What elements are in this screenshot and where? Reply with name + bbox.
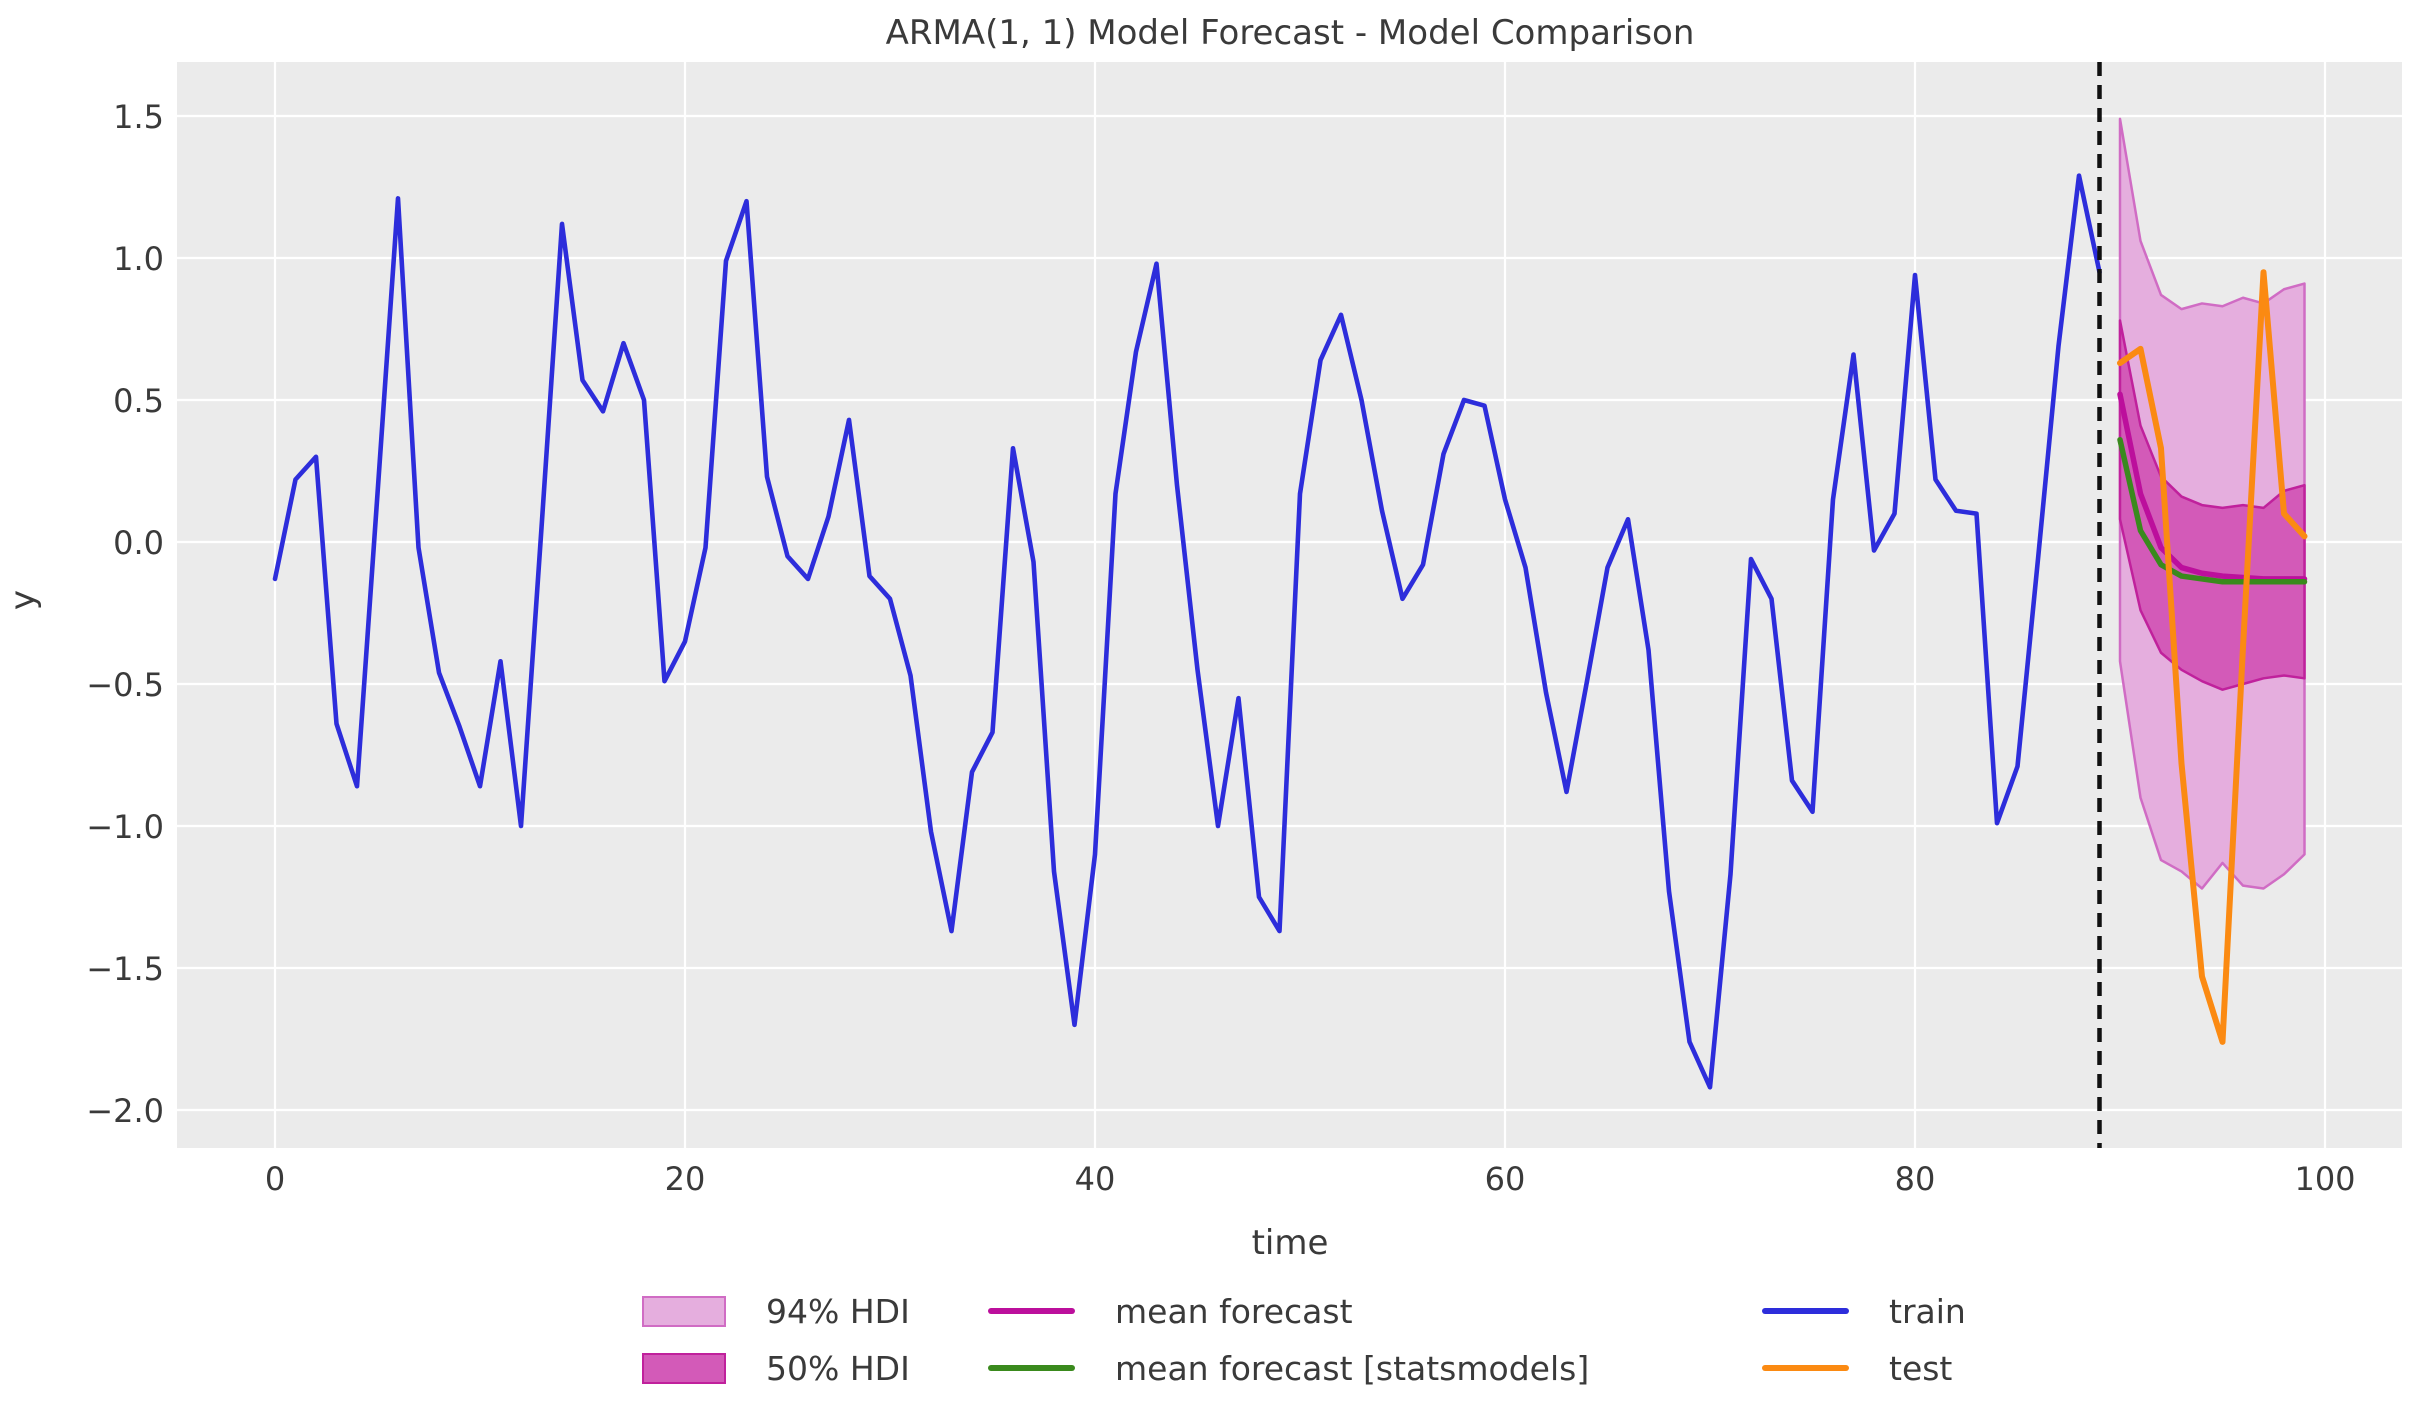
legend-label-train: train xyxy=(1889,1291,1966,1331)
hdi94-swatch xyxy=(642,1295,726,1327)
data-series xyxy=(272,62,2308,1148)
hdi-50-band xyxy=(2118,319,2306,691)
x-axis-label: time xyxy=(1252,1223,1329,1263)
legend-label-94-hdi: 94% HDI xyxy=(766,1291,910,1331)
train-line xyxy=(272,173,2102,1090)
mean-forecast-statsmodels-line xyxy=(2117,437,2308,585)
chart-title: ARMA(1, 1) Model Forecast - Model Compar… xyxy=(886,13,1695,53)
test-line xyxy=(2117,269,2308,1045)
train-swatch xyxy=(1762,1308,1849,1314)
mean-forecast-swatch xyxy=(988,1308,1075,1314)
test-swatch xyxy=(1762,1365,1849,1371)
legend-label-test: test xyxy=(1889,1348,1953,1388)
legend-item-94-hdi: 94% HDI xyxy=(642,1292,988,1331)
legend-label-mean-forecast-statsmodels: mean forecast [statsmodels] xyxy=(1115,1348,1590,1388)
y-tick-label: −2.0 xyxy=(86,1092,164,1130)
y-tick-label: 0.5 xyxy=(113,382,164,420)
plot-area xyxy=(177,62,2402,1148)
legend-item-train: train xyxy=(1762,1292,1966,1331)
y-tick-label: −1.0 xyxy=(86,808,164,846)
y-axis-label: y xyxy=(3,590,43,610)
hdi50-swatch xyxy=(642,1352,726,1384)
x-tick-label: 100 xyxy=(2294,1160,2355,1198)
x-tick-label: 40 xyxy=(1075,1160,1116,1198)
y-tick-label: 0.0 xyxy=(113,524,164,562)
tick-labels: 1.5 1.0 0.5 0.0 −0.5 −1.0 −1.5 −2.0 0 20 40 60 80 100 xyxy=(86,98,2355,1198)
legend-item-test: test xyxy=(1762,1349,1966,1388)
legend-label-50-hdi: 50% HDI xyxy=(766,1348,910,1388)
mean-forecast-statsmodels-swatch xyxy=(988,1365,1075,1371)
y-tick-label: −0.5 xyxy=(86,666,164,704)
x-tick-label: 60 xyxy=(1485,1160,1526,1198)
legend-item-50-hdi: 50% HDI xyxy=(642,1349,988,1388)
y-tick-label: −1.5 xyxy=(86,950,164,988)
x-tick-label: 20 xyxy=(665,1160,706,1198)
legend-label-mean-forecast: mean forecast xyxy=(1115,1291,1353,1331)
y-tick-label: 1.5 xyxy=(113,98,164,136)
x-tick-label: 0 xyxy=(265,1160,285,1198)
legend-item-mean-forecast: mean forecast xyxy=(988,1292,1762,1331)
mean-forecast-line xyxy=(2117,391,2308,582)
legend-item-mean-forecast-statsmodels: mean forecast [statsmodels] xyxy=(988,1349,1762,1388)
x-tick-label: 80 xyxy=(1895,1160,1936,1198)
legend: 94% HDI mean forecast train 50% HDI mean… xyxy=(642,1291,1966,1388)
y-tick-label: 1.0 xyxy=(113,240,164,278)
